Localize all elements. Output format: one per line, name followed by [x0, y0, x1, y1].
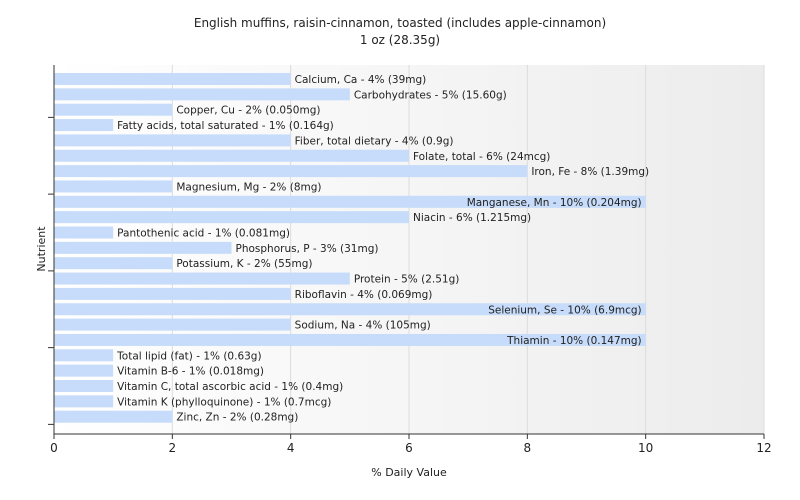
bar-label: Calcium, Ca - 4% (39mg) — [295, 74, 427, 86]
bar — [54, 318, 291, 331]
bar-label: Pantothenic acid - 1% (0.081mg) — [117, 228, 290, 240]
bar — [54, 103, 173, 116]
x-tick-label: 6 — [405, 441, 413, 455]
x-tick-label: 10 — [638, 441, 653, 455]
bar-label: Sodium, Na - 4% (105mg) — [295, 320, 431, 332]
bar-label: Vitamin C, total ascorbic acid - 1% (0.4… — [117, 381, 343, 393]
bar-label: Carbohydrates - 5% (15.60g) — [354, 89, 507, 101]
bar-label: Manganese, Mn - 10% (0.204mg) — [467, 197, 642, 209]
bar — [54, 410, 173, 423]
bar — [54, 195, 646, 208]
x-tick-label: 2 — [169, 441, 177, 455]
bar-label: Copper, Cu - 2% (0.050mg) — [176, 105, 320, 117]
bar — [54, 364, 114, 377]
bar-label: Iron, Fe - 8% (1.39mg) — [531, 166, 649, 178]
bar-label: Folate, total - 6% (24mcg) — [413, 151, 550, 163]
bar — [54, 165, 528, 178]
bar — [54, 73, 291, 85]
bar-label: Phosphorus, P - 3% (31mg) — [236, 243, 379, 255]
bar — [54, 303, 646, 316]
bar — [54, 119, 114, 132]
bar-label: Niacin - 6% (1.215mg) — [413, 212, 531, 224]
bar — [54, 272, 350, 285]
bar — [54, 134, 291, 147]
bar-label: Fatty acids, total saturated - 1% (0.164… — [117, 120, 334, 132]
x-axis-label: % Daily Value — [371, 466, 447, 479]
chart-title: English muffins, raisin-cinnamon, toaste… — [194, 16, 606, 30]
bar-label: Vitamin B-6 - 1% (0.018mg) — [117, 366, 264, 378]
bar — [54, 333, 646, 346]
x-tick-label: 12 — [756, 441, 771, 455]
bar — [54, 226, 114, 239]
bar — [54, 395, 114, 408]
bar-label: Zinc, Zn - 2% (0.28mg) — [176, 412, 298, 424]
bar — [54, 241, 232, 254]
bar-label: Magnesium, Mg - 2% (8mg) — [176, 181, 321, 193]
grid-lines — [171, 65, 765, 434]
bars-group — [54, 73, 646, 423]
x-tick-label: 0 — [50, 441, 58, 455]
bar — [54, 380, 114, 392]
x-tick-label: 4 — [287, 441, 295, 455]
bar — [54, 287, 291, 300]
chart-subtitle: 1 oz (28.35g) — [360, 33, 440, 47]
bar — [54, 180, 173, 193]
bar — [54, 257, 173, 270]
bar — [54, 88, 350, 101]
bar-label: Potassium, K - 2% (55mg) — [176, 258, 312, 270]
bar-label: Fiber, total dietary - 4% (0.9g) — [295, 135, 454, 147]
bar — [54, 149, 409, 162]
bar-label: Protein - 5% (2.51g) — [354, 274, 460, 286]
x-tick-label: 8 — [524, 441, 532, 455]
bar-label: Riboflavin - 4% (0.069mg) — [295, 289, 433, 301]
bar-label: Total lipid (fat) - 1% (0.63g) — [116, 350, 261, 362]
bar-label: Thiamin - 10% (0.147mg) — [506, 335, 642, 347]
bar — [54, 349, 114, 362]
y-axis-label: Nutrient — [35, 226, 48, 272]
bar-label: Selenium, Se - 10% (6.9mcg) — [488, 304, 641, 316]
bar-label: Vitamin K (phylloquinone) - 1% (0.7mcg) — [117, 396, 331, 408]
x-tick-labels: 0 2 4 6 8 10 12 — [50, 434, 772, 455]
bar — [54, 211, 409, 224]
bar-labels-group: Calcium, Ca - 4% (39mg) Carbohydrates - 5… — [116, 74, 649, 424]
